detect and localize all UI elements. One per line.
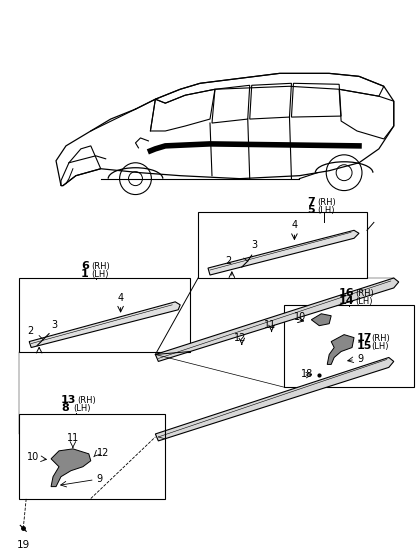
Text: (RH): (RH) — [371, 334, 390, 342]
Text: 9: 9 — [97, 474, 103, 484]
Text: 11: 11 — [67, 433, 79, 443]
Polygon shape — [29, 302, 180, 348]
Text: (RH): (RH) — [91, 262, 109, 271]
Text: 11: 11 — [264, 320, 276, 330]
Polygon shape — [155, 358, 394, 441]
Text: 10: 10 — [27, 452, 39, 462]
Text: 3: 3 — [252, 240, 258, 250]
Text: (RH): (RH) — [317, 198, 336, 207]
Text: 19: 19 — [17, 540, 30, 550]
Text: 10: 10 — [295, 312, 307, 322]
Text: (LH): (LH) — [91, 270, 108, 279]
Text: 17: 17 — [357, 332, 372, 342]
Text: 9: 9 — [357, 355, 363, 364]
Text: 1: 1 — [81, 269, 88, 279]
Polygon shape — [327, 335, 354, 364]
Text: 18: 18 — [301, 369, 314, 379]
Text: (LH): (LH) — [317, 206, 335, 215]
Text: 7: 7 — [308, 197, 315, 207]
Polygon shape — [51, 449, 91, 486]
Text: 6: 6 — [81, 261, 89, 271]
Text: 12: 12 — [234, 332, 246, 342]
Text: 16: 16 — [339, 288, 355, 298]
Text: 3: 3 — [51, 320, 57, 330]
Text: 13: 13 — [61, 395, 76, 405]
Text: 4: 4 — [291, 220, 297, 230]
Text: 2: 2 — [27, 326, 33, 336]
Text: 15: 15 — [357, 340, 372, 350]
Text: 5: 5 — [308, 205, 315, 215]
Text: (LH): (LH) — [73, 404, 91, 413]
Text: (RH): (RH) — [355, 289, 374, 298]
Text: 2: 2 — [225, 256, 231, 266]
Text: 12: 12 — [97, 448, 109, 458]
Text: (RH): (RH) — [77, 396, 96, 405]
Text: 4: 4 — [118, 293, 124, 303]
Polygon shape — [155, 278, 399, 361]
Polygon shape — [311, 314, 331, 326]
Text: 14: 14 — [339, 296, 355, 306]
Text: (LH): (LH) — [371, 341, 388, 350]
Text: 8: 8 — [61, 403, 69, 413]
Text: (LH): (LH) — [355, 297, 372, 306]
Polygon shape — [208, 230, 359, 275]
